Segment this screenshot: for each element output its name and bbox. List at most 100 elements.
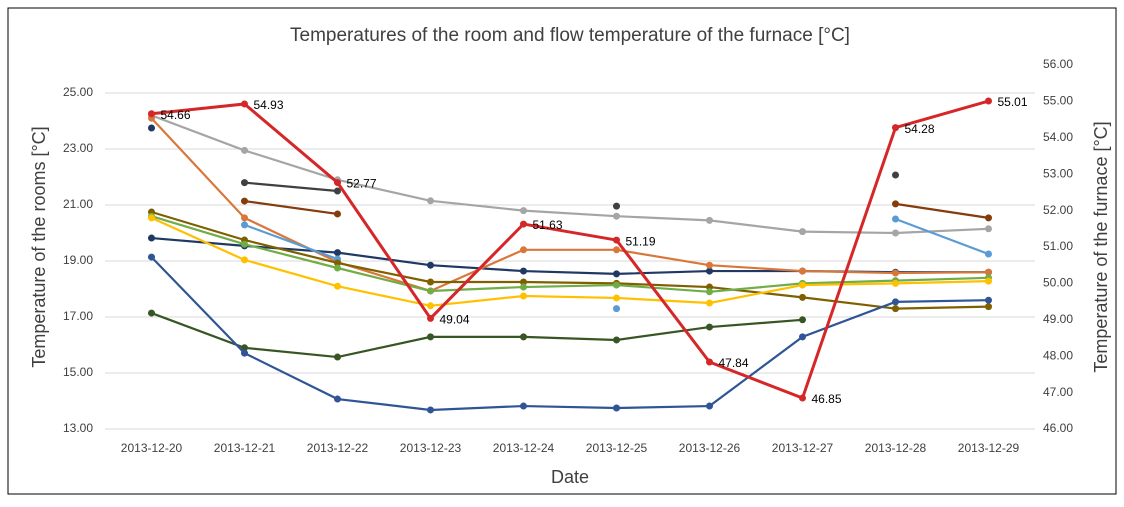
point bbox=[613, 202, 620, 210]
y-tick-label: 21.00 bbox=[63, 197, 93, 211]
data-label: 54.28 bbox=[905, 122, 935, 136]
y-axis-label: Temperature of the rooms [°C] bbox=[29, 126, 49, 367]
point bbox=[613, 294, 620, 302]
chart-title: Temperatures of the room and flow temper… bbox=[290, 25, 850, 46]
point bbox=[148, 309, 155, 317]
point bbox=[334, 353, 341, 361]
point bbox=[148, 110, 155, 118]
point bbox=[799, 316, 806, 324]
point bbox=[520, 278, 527, 286]
point bbox=[892, 279, 899, 287]
point bbox=[706, 323, 713, 331]
x-tick-label: 2013-12-24 bbox=[493, 441, 555, 455]
y-tick-label: 13.00 bbox=[63, 421, 93, 435]
point bbox=[892, 200, 899, 208]
point bbox=[706, 299, 713, 307]
chart-border bbox=[7, 7, 1117, 495]
point bbox=[334, 179, 341, 187]
point bbox=[520, 220, 527, 228]
point bbox=[241, 221, 248, 229]
point bbox=[427, 406, 434, 414]
data-label: 54.93 bbox=[254, 98, 284, 112]
y2-tick-label: 47.00 bbox=[1043, 385, 1073, 399]
point bbox=[427, 261, 434, 269]
x-tick-label: 2013-12-23 bbox=[400, 441, 462, 455]
y2-axis-label: Temperature of the furnace [°C] bbox=[1091, 121, 1111, 372]
point bbox=[241, 197, 248, 205]
y-tick-label: 17.00 bbox=[63, 309, 93, 323]
series-line bbox=[150, 256, 989, 412]
point bbox=[892, 305, 899, 313]
x-tick-label: 2013-12-20 bbox=[121, 441, 183, 455]
y-tick-label: 15.00 bbox=[63, 365, 93, 379]
point bbox=[799, 267, 806, 275]
y2-tick-label: 55.00 bbox=[1043, 94, 1073, 108]
y2-tick-label: 53.00 bbox=[1043, 166, 1073, 180]
point bbox=[148, 214, 155, 222]
point bbox=[613, 236, 620, 244]
point bbox=[985, 97, 992, 105]
x-tick-label: 2013-12-28 bbox=[865, 441, 927, 455]
x-tick-label: 2013-12-25 bbox=[586, 441, 648, 455]
data-label: 51.63 bbox=[533, 218, 563, 232]
series-line bbox=[244, 199, 338, 216]
y2-tick-label: 51.00 bbox=[1043, 239, 1073, 253]
point bbox=[427, 287, 434, 295]
series-line bbox=[150, 117, 989, 293]
point bbox=[427, 302, 434, 310]
point bbox=[241, 179, 248, 187]
point bbox=[520, 402, 527, 410]
y2-tick-label: 52.00 bbox=[1043, 203, 1073, 217]
data-label: 52.77 bbox=[347, 177, 377, 191]
data-label: 55.01 bbox=[998, 95, 1028, 109]
point bbox=[613, 212, 620, 220]
point bbox=[613, 246, 620, 254]
point bbox=[985, 277, 992, 285]
y2-tick-label: 54.00 bbox=[1043, 130, 1073, 144]
point bbox=[985, 225, 992, 233]
point bbox=[799, 333, 806, 341]
x-tick-label: 2013-12-27 bbox=[772, 441, 834, 455]
point bbox=[427, 333, 434, 341]
x-tick-label: 2013-12-22 bbox=[307, 441, 369, 455]
series-line bbox=[151, 312, 803, 359]
point bbox=[985, 303, 992, 311]
y2-tick-label: 49.00 bbox=[1043, 312, 1073, 326]
point bbox=[520, 292, 527, 300]
point bbox=[985, 250, 992, 258]
point bbox=[613, 305, 620, 313]
series-line bbox=[151, 114, 989, 235]
point bbox=[334, 259, 341, 267]
point bbox=[892, 124, 899, 132]
point bbox=[706, 358, 713, 366]
point bbox=[799, 281, 806, 289]
point bbox=[613, 404, 620, 412]
point bbox=[148, 253, 155, 261]
data-label: 49.04 bbox=[440, 313, 470, 327]
point bbox=[334, 264, 341, 272]
data-label: 54.66 bbox=[161, 108, 191, 122]
point bbox=[241, 344, 248, 352]
series-line bbox=[151, 210, 989, 310]
point bbox=[799, 228, 806, 236]
point bbox=[892, 229, 899, 237]
series-line bbox=[895, 202, 989, 219]
point bbox=[985, 214, 992, 222]
point bbox=[427, 314, 434, 322]
point bbox=[520, 283, 527, 291]
series-line bbox=[151, 215, 989, 293]
y2-tick-label: 48.00 bbox=[1043, 348, 1073, 362]
point bbox=[892, 215, 899, 223]
point bbox=[334, 395, 341, 403]
point bbox=[706, 288, 713, 296]
point bbox=[799, 394, 806, 402]
point bbox=[148, 124, 155, 132]
series-line bbox=[895, 217, 989, 256]
point bbox=[706, 267, 713, 275]
point bbox=[799, 293, 806, 301]
x-tick-label: 2013-12-29 bbox=[958, 441, 1020, 455]
y2-tick-label: 56.00 bbox=[1043, 57, 1073, 71]
point bbox=[241, 349, 248, 357]
point bbox=[613, 281, 620, 289]
